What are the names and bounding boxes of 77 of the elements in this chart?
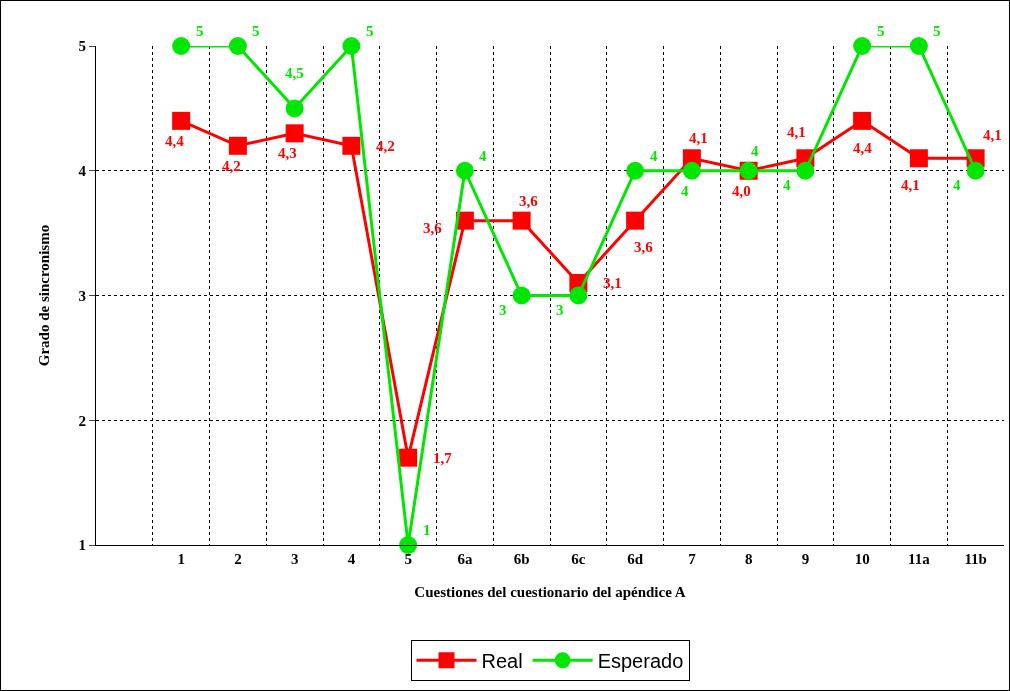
point	[399, 448, 418, 467]
point	[455, 161, 474, 180]
data-label: 4,1	[689, 130, 708, 146]
x-axis-title: Cuestiones del cuestionario del apéndice A	[414, 584, 686, 600]
data-label: 3	[499, 302, 507, 318]
data-label: 3,6	[423, 220, 443, 236]
point	[909, 149, 928, 168]
point	[399, 536, 418, 554]
data-label: 3	[556, 302, 564, 318]
point	[285, 124, 304, 143]
data-label: 3,6	[519, 193, 539, 209]
x-tick-label: 4	[347, 551, 356, 567]
data-label: 4,4	[165, 133, 185, 149]
point	[682, 161, 701, 180]
data-label: 4,3	[278, 145, 297, 161]
x-tick-label: 5	[404, 551, 412, 567]
data-label: 3,6	[634, 239, 654, 255]
data-label: 1,7	[433, 450, 453, 466]
y-tick-label: 5	[78, 38, 86, 55]
y-tick-label: 1	[78, 537, 86, 554]
data-label: 4	[783, 177, 791, 193]
point	[342, 136, 361, 155]
data-label: 4,5	[285, 65, 304, 81]
data-label: 4,4	[853, 140, 873, 156]
y-tick-label: 2	[78, 412, 86, 429]
data-label: 4,1	[901, 177, 920, 193]
data-label: 1	[423, 522, 431, 538]
legend-label: Esperado	[597, 650, 684, 673]
point	[626, 161, 645, 180]
point	[172, 37, 191, 55]
x-tick-label: 8	[744, 551, 753, 567]
point	[626, 211, 645, 230]
x-tick-label: 6b	[513, 551, 530, 567]
data-label: 4,2	[376, 138, 395, 154]
point	[569, 286, 588, 305]
data-label: 5	[877, 23, 885, 39]
data-label: 5	[933, 23, 941, 39]
point	[512, 211, 531, 230]
x-tick-label: 11b	[964, 551, 987, 567]
x-tick-label: 6c	[571, 551, 586, 567]
data-label: 5	[252, 23, 260, 39]
x-tick-label: 11a	[908, 551, 931, 567]
data-label: 3,1	[603, 275, 622, 291]
x-tick-label: 2	[234, 551, 242, 567]
data-label: 4	[479, 148, 487, 164]
data-label: 4	[953, 177, 961, 193]
x-tick-label: 9	[801, 551, 810, 567]
point	[512, 286, 531, 305]
y-tick-label: 3	[78, 287, 86, 304]
data-label: 4,1	[983, 127, 1002, 143]
data-label: 4	[751, 143, 759, 159]
data-label: 4,1	[787, 124, 806, 140]
point	[966, 161, 985, 180]
y-tick-label: 4	[78, 163, 87, 179]
point	[172, 111, 191, 130]
x-tick-label: 10	[854, 551, 870, 567]
point	[853, 37, 872, 55]
x-tick-label: 6d	[627, 551, 644, 567]
data-label: 5	[196, 23, 204, 39]
data-label: 4	[681, 183, 689, 199]
point	[909, 37, 928, 55]
point	[342, 37, 361, 55]
data-label: 4	[650, 148, 658, 164]
x-tick-label: 6a	[457, 551, 473, 567]
x-tick-label: 7	[688, 551, 697, 567]
point	[853, 111, 872, 130]
x-tick-label: 3	[290, 551, 299, 567]
data-label: 4,2	[222, 158, 241, 174]
x-tick-label: 1	[177, 551, 185, 567]
point	[796, 161, 815, 180]
data-label: 4,0	[732, 183, 751, 199]
data-label: 5	[366, 23, 374, 39]
point	[285, 99, 304, 118]
y-axis-title: Grado de sincronismo	[35, 224, 52, 367]
point	[228, 136, 247, 155]
point	[228, 37, 247, 55]
legend-label: Real	[481, 650, 523, 673]
